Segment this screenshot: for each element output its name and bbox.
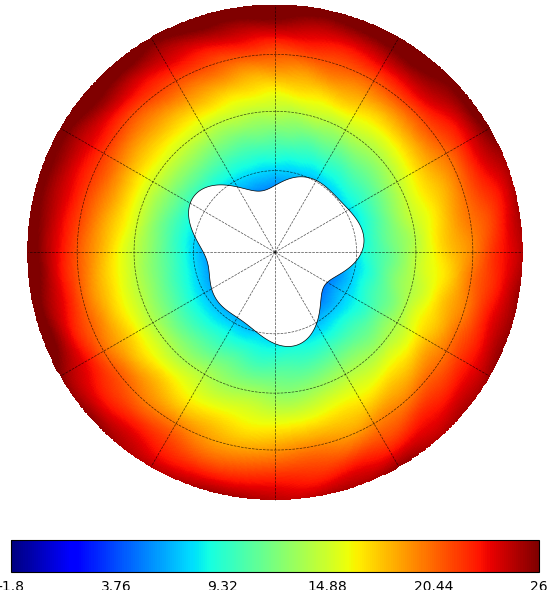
Polygon shape (189, 177, 364, 346)
